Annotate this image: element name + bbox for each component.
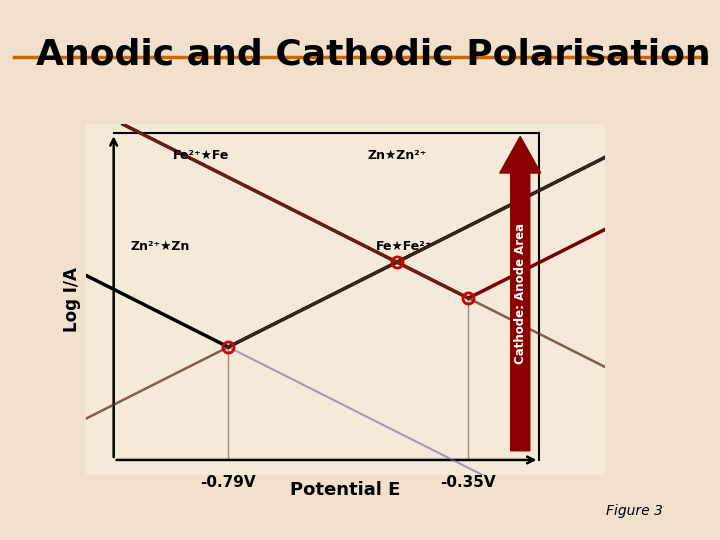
Text: Fe²⁺★Fe: Fe²⁺★Fe (173, 148, 229, 161)
Text: Anodic and Cathodic Polarisation: Anodic and Cathodic Polarisation (36, 38, 711, 72)
Text: Zn²⁺★Zn: Zn²⁺★Zn (130, 240, 189, 253)
Text: -0.35V: -0.35V (441, 475, 496, 490)
Text: Figure 3: Figure 3 (606, 504, 662, 518)
X-axis label: Potential E: Potential E (290, 481, 401, 499)
Text: Fe★Fe²⁺: Fe★Fe²⁺ (376, 240, 432, 253)
Text: Cathode: Anode Area: Cathode: Anode Area (513, 223, 527, 364)
Text: Zn★Zn²⁺: Zn★Zn²⁺ (368, 148, 427, 161)
FancyArrow shape (500, 137, 541, 451)
Text: -0.79V: -0.79V (200, 475, 256, 490)
Y-axis label: Log I/A: Log I/A (63, 267, 81, 332)
